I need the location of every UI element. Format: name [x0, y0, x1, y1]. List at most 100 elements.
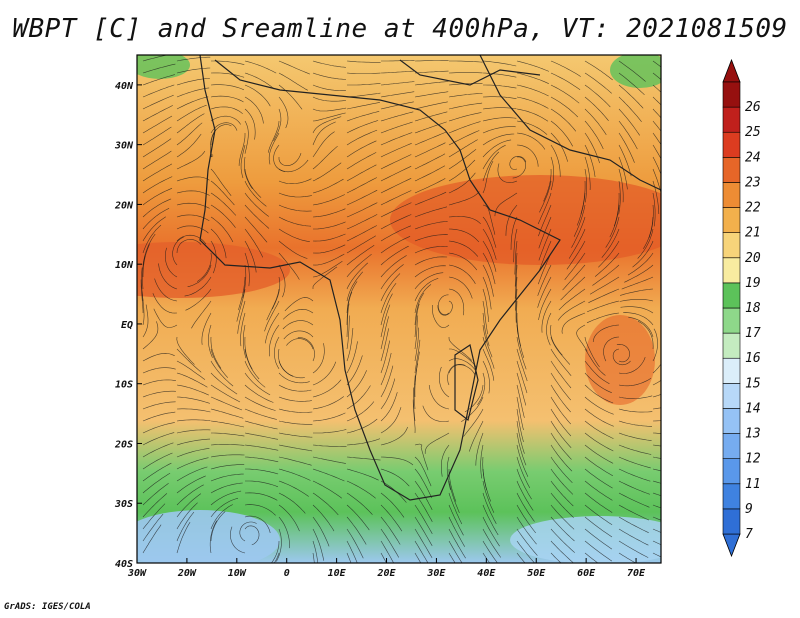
streamline — [550, 324, 563, 356]
streamline — [244, 420, 278, 430]
lat-tick-label: 30N — [114, 141, 134, 152]
streamline — [469, 420, 484, 452]
streamline — [652, 156, 661, 175]
streamline — [380, 111, 414, 122]
streamline — [550, 444, 573, 472]
lon-axis: 30W 20W 10W 0 10E 20E 30E 40E 50E 60E 70E — [127, 558, 646, 579]
streamline — [278, 408, 313, 413]
streamline — [312, 107, 347, 112]
streamline — [448, 540, 463, 563]
wbpt-warm-band-east — [390, 175, 661, 265]
streamline — [142, 472, 171, 494]
streamline — [448, 288, 465, 316]
streamline — [176, 96, 209, 110]
streamline — [346, 291, 353, 325]
colorbar-swatch — [722, 357, 741, 384]
streamline — [414, 221, 448, 230]
streamline — [244, 216, 268, 243]
colorbar-level-label: 17 — [745, 326, 761, 341]
streamline — [176, 87, 210, 98]
streamline — [538, 204, 552, 237]
streamline — [210, 168, 232, 196]
streamline — [278, 492, 306, 514]
streamline — [142, 483, 169, 506]
streamline — [244, 396, 276, 411]
streamline — [618, 528, 649, 546]
colorbar-min-arrow — [722, 533, 741, 558]
streamline — [414, 153, 446, 170]
streamline — [516, 336, 527, 370]
streamline — [618, 420, 653, 427]
streamline — [584, 336, 600, 368]
streamline — [346, 253, 372, 278]
streamline — [621, 276, 654, 290]
streamline — [431, 304, 450, 328]
streamline — [414, 292, 425, 326]
streamline — [637, 228, 654, 259]
streamline — [176, 225, 209, 234]
streamline — [541, 300, 552, 333]
streamline — [414, 552, 422, 563]
streamline — [449, 348, 477, 368]
streamline — [584, 552, 599, 563]
streamline — [240, 312, 246, 347]
streamline — [187, 264, 212, 287]
streamline — [243, 324, 247, 359]
streamline — [414, 81, 449, 86]
streamline — [516, 408, 524, 442]
streamline — [414, 528, 433, 559]
footer-credit: GrADS: IGES/COLA — [4, 602, 91, 612]
streamline — [482, 252, 496, 285]
streamline — [380, 81, 415, 86]
streamline — [589, 276, 620, 295]
streamline — [142, 513, 164, 542]
lon-tick-label: 40E — [477, 568, 496, 579]
streamline — [414, 278, 439, 302]
streamline — [244, 96, 264, 124]
lon-tick-label: 20E — [376, 568, 396, 579]
streamline — [230, 526, 246, 554]
streamline — [380, 392, 398, 422]
streamline — [652, 60, 661, 68]
streamline — [482, 144, 506, 170]
streamline — [185, 288, 212, 311]
streamline — [413, 375, 416, 410]
lon-tick-label: 20W — [177, 568, 197, 579]
streamline — [380, 352, 392, 386]
streamline — [240, 144, 246, 179]
streamline — [244, 492, 278, 501]
streamline — [584, 60, 613, 81]
streamline — [244, 252, 250, 287]
streamline — [550, 348, 572, 376]
streamline — [448, 528, 466, 559]
streamline — [448, 216, 481, 225]
streamline — [142, 224, 162, 254]
streamline — [448, 139, 478, 158]
streamlines — [140, 55, 661, 563]
streamline — [380, 132, 413, 146]
colorbar: 7 9 11 12 13 14 15 16 17 18 19 20 21 22 23 24 25 26 — [722, 58, 761, 558]
streamline — [176, 133, 202, 158]
streamline — [346, 341, 358, 374]
colorbar-level-label: 13 — [745, 427, 761, 442]
streamline — [142, 126, 172, 146]
streamline — [516, 144, 539, 167]
streamline — [278, 360, 305, 379]
streamline — [584, 408, 614, 427]
streamline — [414, 142, 446, 158]
streamline — [482, 117, 517, 122]
streamline — [448, 240, 479, 257]
streamline — [550, 432, 572, 460]
streamline — [538, 252, 552, 285]
streamline — [412, 399, 416, 434]
streamline — [142, 115, 173, 134]
streamline — [380, 190, 412, 206]
streamline — [380, 236, 411, 254]
colorbar-swatch — [722, 232, 741, 259]
streamline — [278, 504, 300, 532]
streamline — [346, 504, 370, 531]
streamline — [176, 484, 204, 506]
streamline — [584, 420, 614, 439]
streamline — [210, 497, 239, 518]
streamline — [165, 247, 178, 278]
